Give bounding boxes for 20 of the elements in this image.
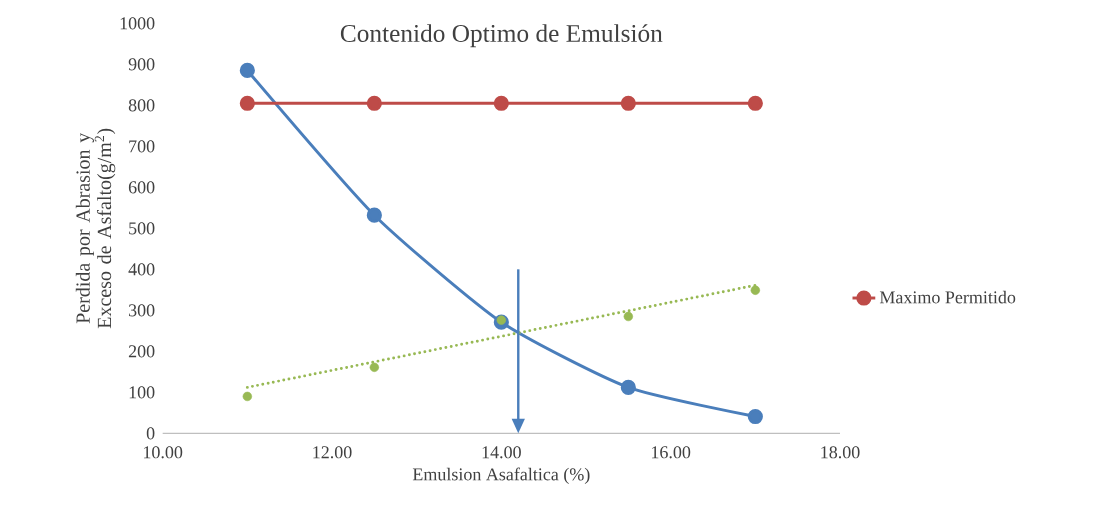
y-tick-label: 400 bbox=[128, 263, 155, 276]
chart-title: Contenido Optimo de Emulsión bbox=[340, 24, 663, 48]
y-tick-label: 700 bbox=[129, 140, 155, 153]
y-tick-label: 1000 bbox=[120, 17, 155, 30]
x-tick-label: 18.00 bbox=[821, 446, 860, 459]
y-tick-label: 800 bbox=[128, 99, 155, 112]
y-tick-label: 600 bbox=[128, 181, 155, 194]
y-tick-label: 900 bbox=[128, 58, 155, 71]
x-tick-label: 10.00 bbox=[144, 446, 183, 459]
legend-label: Maximo Permitido bbox=[879, 290, 1016, 304]
x-tick-label: 14.00 bbox=[482, 446, 521, 459]
x-tick-label: 16.00 bbox=[652, 446, 691, 459]
y-tick-label: 200 bbox=[128, 345, 155, 358]
x-tick-label: 12.00 bbox=[313, 446, 352, 459]
y-tick-label: 500 bbox=[129, 222, 155, 235]
y-tick-label: 0 bbox=[146, 427, 155, 440]
y-axis-title: Perdida por Abrasion y Exceso de Asfalto(g/m$^{2}$) bbox=[75, 128, 116, 329]
x-axis-title: Emulsion Asafaltica (%) bbox=[412, 467, 590, 485]
y-tick-label: 100 bbox=[129, 386, 155, 399]
y-tick-label: 300 bbox=[128, 304, 155, 317]
